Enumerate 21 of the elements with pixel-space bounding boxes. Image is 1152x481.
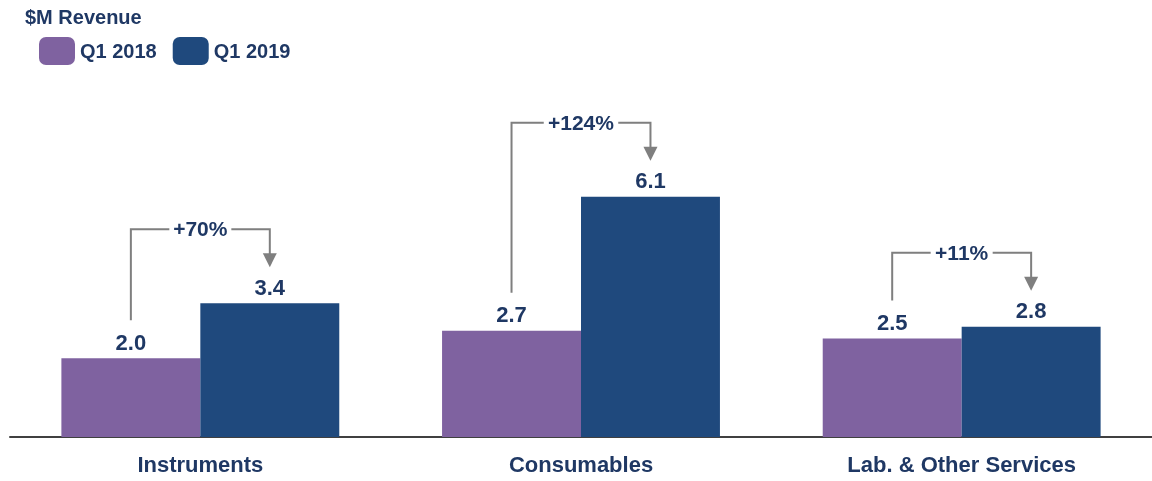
data-label: 2.5	[876, 310, 908, 336]
data-label: 6.1	[635, 168, 666, 194]
text: +124%	[548, 110, 615, 134]
bar	[961, 326, 1101, 437]
bar	[822, 338, 962, 437]
data-label: 2.8	[1015, 298, 1047, 324]
bar	[200, 303, 340, 437]
bar	[61, 358, 201, 437]
annotation: +11%	[935, 240, 989, 264]
x-tick-label: Lab. & Other Services	[847, 451, 1076, 477]
bar	[581, 196, 720, 437]
bar	[442, 330, 581, 437]
x-tick-label: Consumables	[508, 451, 654, 477]
annotation: +70%	[173, 217, 228, 241]
x-tick-label: Instruments	[137, 451, 264, 477]
data-label: 2.0	[115, 329, 147, 355]
data-label: 2.7	[496, 302, 527, 328]
legend-label: Q1 2019	[213, 40, 291, 62]
chart-title: $M Revenue	[25, 6, 142, 28]
data-label: 3.4	[254, 274, 286, 300]
legend-label: Q1 2018	[80, 40, 157, 62]
